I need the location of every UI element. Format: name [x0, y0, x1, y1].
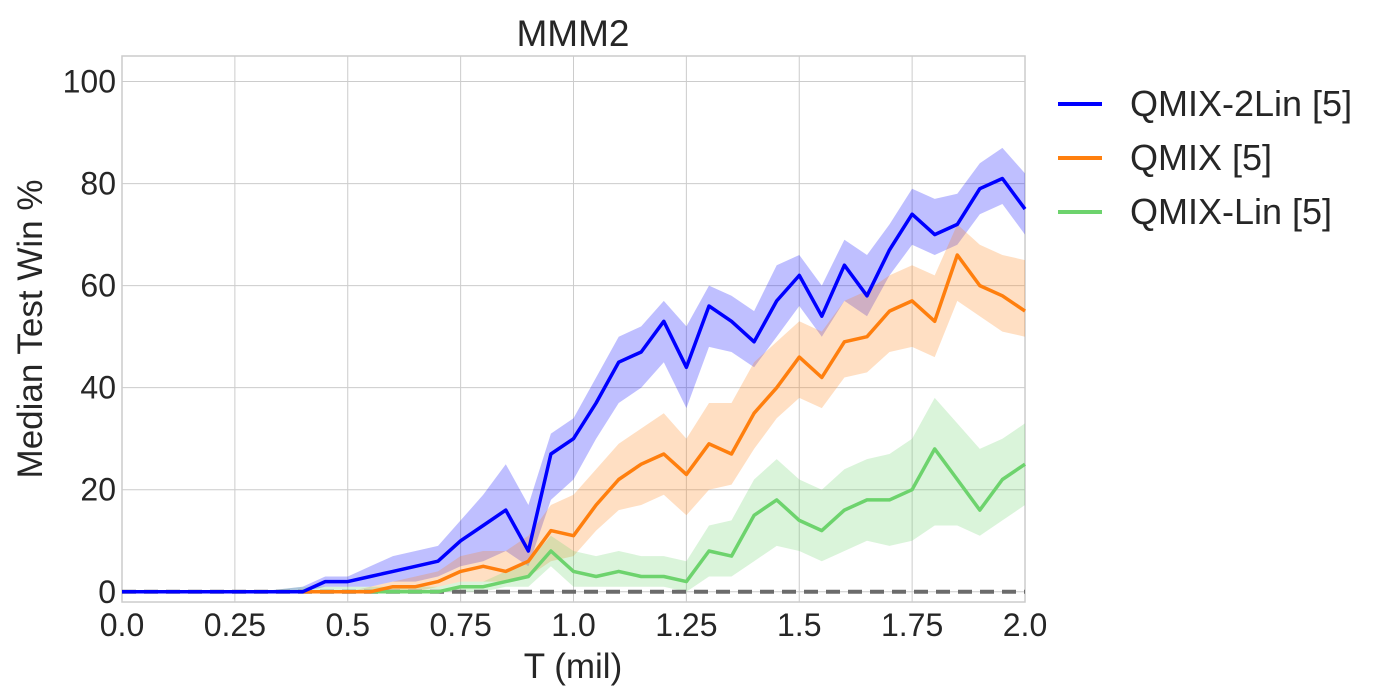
x-tick-labels: 0.0 0.25 0.5 0.75 1.0 1.25 1.5 1.75 2.0: [100, 607, 1047, 643]
x-axis-label: T (mil): [524, 647, 623, 686]
x-tick-label: 2.0: [1003, 607, 1047, 643]
confidence-band-0: [122, 147, 1025, 592]
y-tick-label: 40: [80, 370, 116, 406]
chart-title: MMM2: [516, 13, 629, 54]
y-axis-label: Median Test Win %: [11, 180, 50, 479]
series-line-1: [122, 253, 1026, 594]
confidence-band-1: [122, 224, 1025, 592]
y-tick-label: 80: [80, 166, 116, 202]
x-tick-label: 1.75: [881, 607, 943, 643]
x-tick-label: 1.5: [777, 607, 821, 643]
y-tick-label: 100: [63, 64, 116, 100]
y-tick-label: 0: [98, 574, 116, 610]
series-lines: [122, 176, 1027, 594]
y-tick-labels: 0 20 40 60 80 100: [63, 64, 116, 610]
x-tick-label: 0.5: [326, 607, 370, 643]
legend-label-1: QMIX [5]: [1130, 137, 1272, 178]
legend-label-0: QMIX-2Lin [5]: [1130, 83, 1352, 124]
confidence-bands: [122, 147, 1025, 592]
legend: QMIX-2Lin [5] QMIX [5] QMIX-Lin [5]: [1058, 83, 1352, 232]
x-tick-label: 0.0: [100, 607, 144, 643]
x-tick-label: 0.75: [429, 607, 491, 643]
y-tick-label: 20: [80, 472, 116, 508]
y-tick-label: 60: [80, 268, 116, 304]
series-line-0: [122, 176, 1027, 594]
x-tick-label: 1.25: [655, 607, 717, 643]
confidence-band-2: [122, 397, 1025, 592]
x-tick-label: 1.0: [551, 607, 595, 643]
x-tick-label: 0.25: [204, 607, 266, 643]
legend-label-2: QMIX-Lin [5]: [1130, 191, 1332, 232]
